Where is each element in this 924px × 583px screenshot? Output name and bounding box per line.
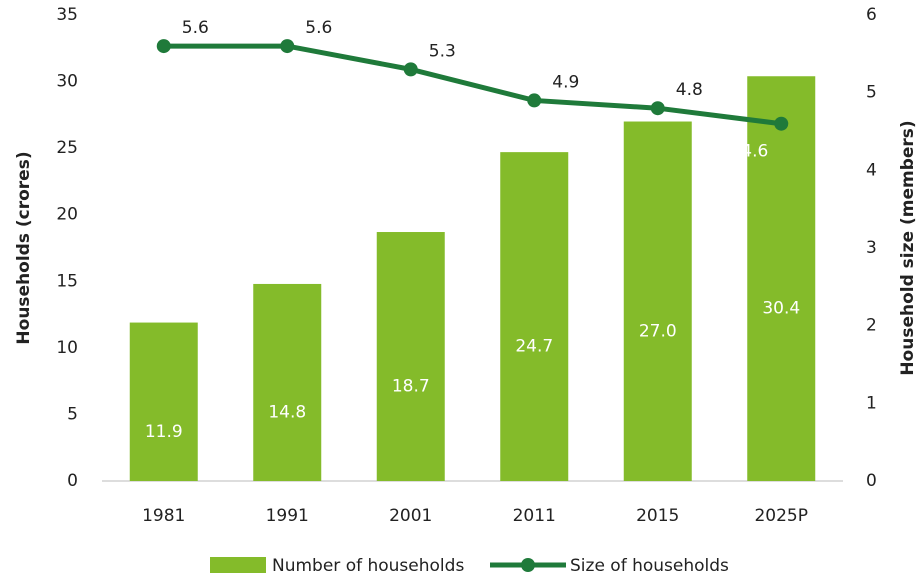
line-point <box>650 101 665 116</box>
y2-tick-label: 1 <box>866 393 877 413</box>
y-tick-label: 35 <box>56 5 78 25</box>
bar-value-label: 14.8 <box>268 402 306 422</box>
legend-swatch <box>210 557 266 573</box>
line-value-label: 4.6 <box>741 142 768 162</box>
y2-tick-label: 6 <box>866 5 877 25</box>
line-point <box>527 93 542 108</box>
x-tick-label: 1981 <box>142 506 185 526</box>
bar <box>253 283 322 481</box>
bar <box>747 76 816 481</box>
y-tick-label: 20 <box>56 205 78 225</box>
y2-tick-label: 5 <box>866 83 877 103</box>
legend-label: Size of households <box>570 556 729 576</box>
x-tick-label: 2011 <box>513 506 556 526</box>
y-tick-label: 25 <box>56 138 78 158</box>
y2-tick-label: 3 <box>866 238 877 258</box>
bar-value-label: 18.7 <box>392 377 430 397</box>
y2-tick-label: 4 <box>866 160 877 180</box>
legend-swatch <box>521 558 535 572</box>
bar-value-label: 11.9 <box>145 422 183 442</box>
line-value-label: 5.6 <box>182 18 209 38</box>
x-tick-label: 1991 <box>266 506 309 526</box>
bar <box>500 152 569 481</box>
bar-value-label: 27.0 <box>639 321 677 341</box>
y2-tick-label: 2 <box>866 316 877 336</box>
y-tick-label: 5 <box>67 404 78 424</box>
bar-value-label: 24.7 <box>515 337 553 357</box>
line-value-label: 5.3 <box>429 41 456 61</box>
line-value-label: 4.9 <box>552 72 579 92</box>
bar <box>129 322 198 481</box>
line-value-label: 5.6 <box>305 18 332 38</box>
line-value-label: 4.8 <box>676 80 703 100</box>
x-tick-label: 2015 <box>636 506 679 526</box>
line-point <box>403 62 418 77</box>
y2-tick-label: 0 <box>866 471 877 491</box>
line-point <box>156 39 171 54</box>
x-tick-label: 2001 <box>389 506 432 526</box>
line <box>163 43 782 127</box>
line-point <box>280 39 295 54</box>
y-tick-label: 0 <box>67 471 78 491</box>
legend-label: Number of households <box>272 556 464 576</box>
y2-axis-label: Household size (members) <box>898 120 918 375</box>
y-axis-label: Households (crores) <box>14 151 34 344</box>
bar <box>623 121 692 481</box>
y-tick-label: 10 <box>56 338 78 358</box>
bar <box>376 232 445 481</box>
y-tick-label: 15 <box>56 271 78 291</box>
line-point <box>774 116 789 131</box>
x-tick-label: 2025P <box>754 506 808 526</box>
bar-value-label: 30.4 <box>762 299 800 319</box>
y-tick-label: 30 <box>56 72 78 92</box>
